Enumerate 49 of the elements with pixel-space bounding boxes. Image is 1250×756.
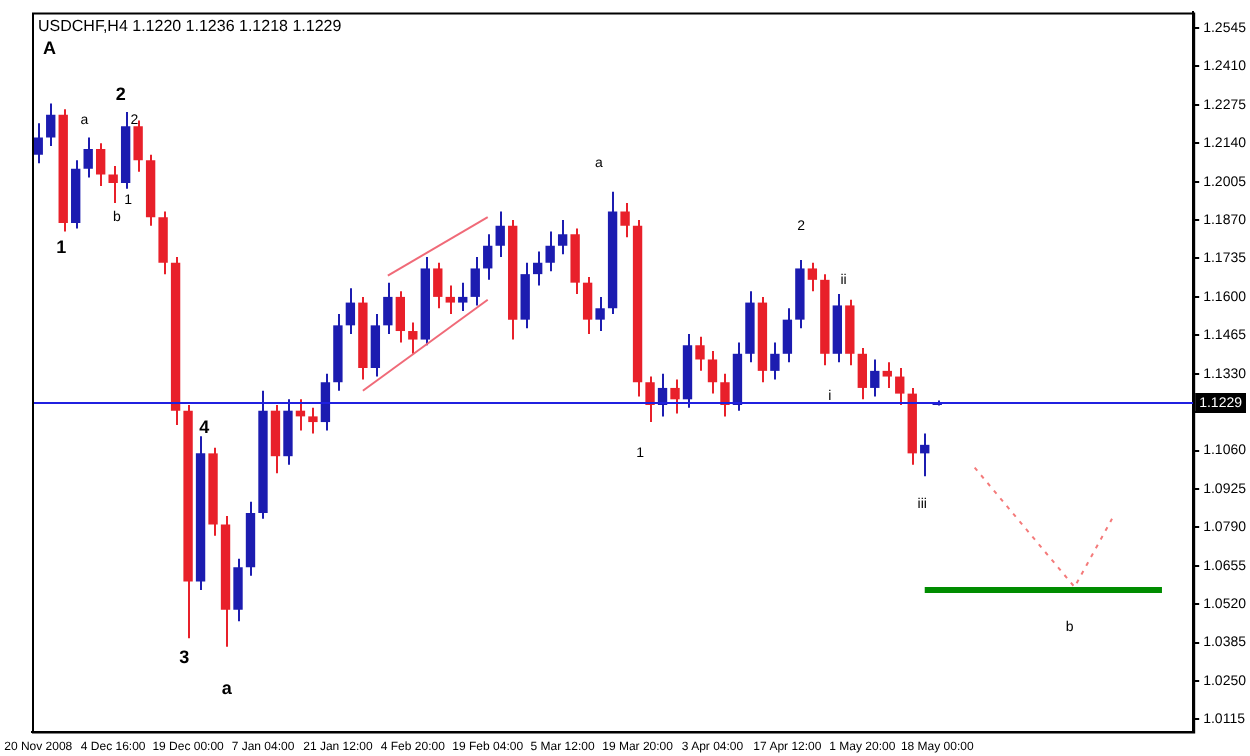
candlestick xyxy=(645,375,655,424)
candlestick xyxy=(108,165,118,205)
candlestick xyxy=(545,230,555,273)
candlestick xyxy=(283,398,293,466)
candlestick xyxy=(46,102,56,148)
candlestick xyxy=(445,284,455,315)
candlestick xyxy=(158,210,168,276)
candlestick xyxy=(370,312,381,378)
annotation: a xyxy=(221,678,234,699)
candlestick xyxy=(695,335,705,372)
candlestick xyxy=(520,261,530,330)
candlestick xyxy=(557,219,568,256)
candlestick xyxy=(770,341,780,381)
candlestick xyxy=(782,307,793,364)
candlestick xyxy=(95,142,106,187)
candlestick xyxy=(345,287,356,335)
candlestick xyxy=(870,358,880,398)
candlestick xyxy=(595,295,605,333)
candlestick xyxy=(882,361,892,389)
annotation: 1 xyxy=(56,237,67,258)
annotation: 4 xyxy=(199,416,210,437)
candlestick xyxy=(857,347,867,401)
candlestick xyxy=(308,406,318,435)
candlestick xyxy=(582,275,593,335)
candlestick xyxy=(383,281,393,335)
candlestick xyxy=(807,261,818,293)
annotation: 2 xyxy=(115,83,126,104)
candlestick xyxy=(233,557,243,623)
candlestick xyxy=(458,281,468,313)
chart-title: USDCHF,H4 1.1220 1.1236 1.1218 1.1229 xyxy=(38,16,343,35)
candlestick xyxy=(895,367,905,406)
candlestick xyxy=(707,349,718,395)
candlestick xyxy=(920,432,930,478)
candlestick xyxy=(495,210,505,259)
candlestick xyxy=(408,321,418,355)
candlestick xyxy=(532,250,543,287)
candlestick xyxy=(270,404,281,475)
candlestick xyxy=(395,290,406,344)
candlestick xyxy=(670,378,680,415)
candlestick xyxy=(720,372,730,418)
candlestick xyxy=(483,233,493,281)
candlestick xyxy=(470,256,480,307)
annotation: A xyxy=(42,38,57,59)
candlestick xyxy=(83,136,93,179)
candlestick xyxy=(620,202,630,239)
candlestick xyxy=(33,122,43,165)
candlestick xyxy=(320,372,331,432)
candlestick xyxy=(433,261,443,310)
annotation: 3 xyxy=(179,647,190,668)
